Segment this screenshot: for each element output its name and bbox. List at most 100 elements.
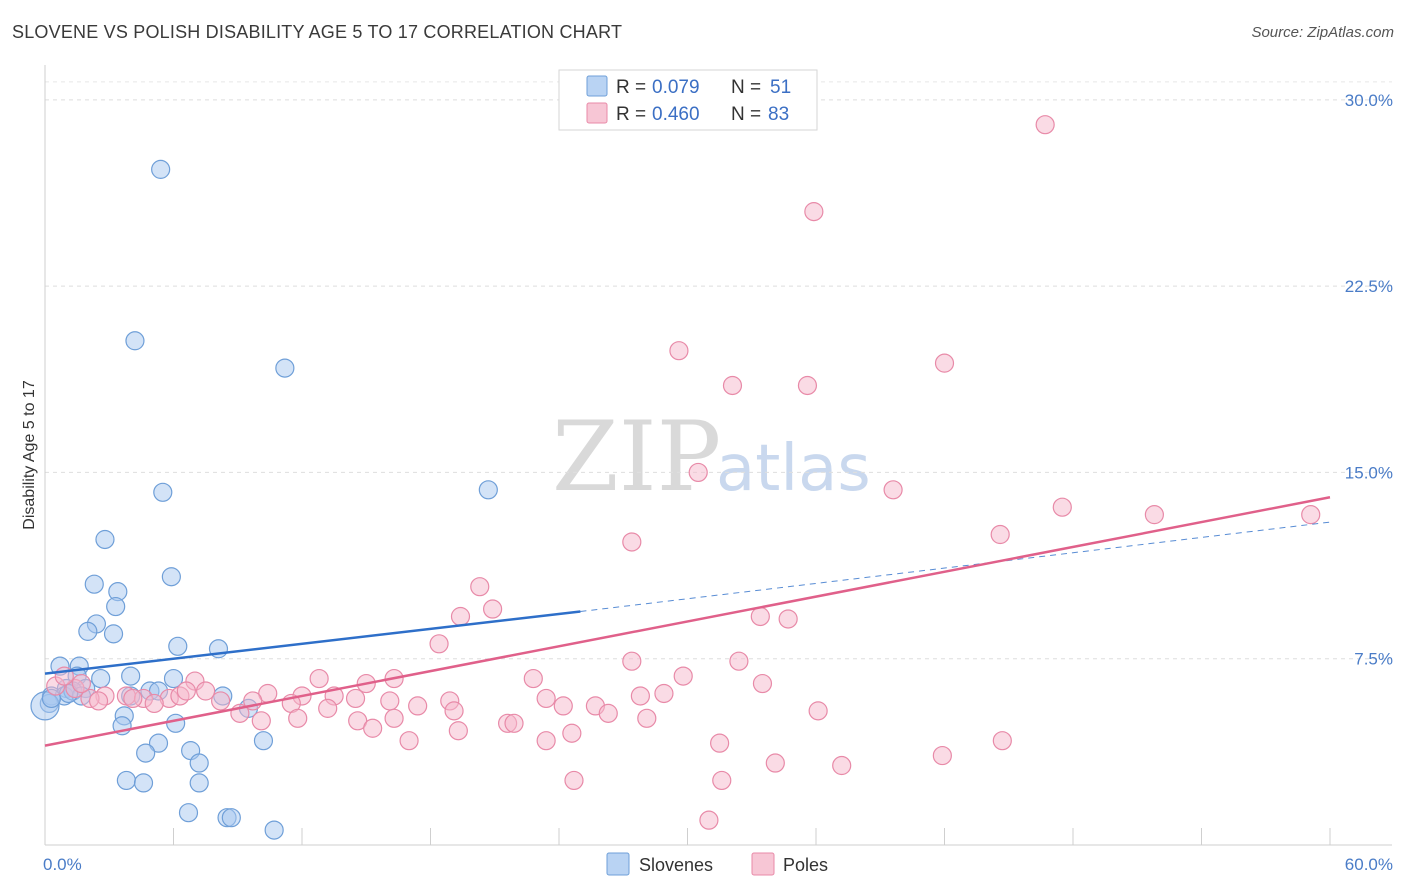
point-poles-3 [722,375,743,396]
legend-r-label-slovenes: R = [616,77,646,98]
point-slovenes-1 [125,331,145,351]
point-poles-16 [750,606,770,627]
point-poles-70 [832,755,852,776]
point-poles-32 [380,691,400,711]
legend-r-label-poles: R = [616,104,646,125]
point-poles-49 [553,696,573,716]
y-tick-label-0: 7.5% [1354,650,1393,669]
point-poles-72 [712,770,732,791]
point-poles-27 [196,681,216,701]
y-tick-label-1: 15.0% [1345,463,1393,482]
watermark-atlas: atlas [716,432,871,506]
point-poles-21 [673,666,693,686]
point-slovenes-18 [121,666,141,686]
point-poles-66 [808,701,828,721]
point-slovenes-3 [153,482,173,502]
point-slovenes-7 [161,567,181,587]
point-poles-11 [990,524,1010,545]
y-tick-label-2: 22.5% [1345,277,1393,296]
bottom-legend-swatch-poles [751,852,775,876]
point-poles-2 [669,341,689,361]
point-poles-71 [564,770,584,791]
point-poles-35 [630,686,650,706]
point-poles-51 [598,703,618,723]
point-poles-63 [399,731,419,751]
point-poles-46 [318,698,338,718]
point-poles-15 [450,606,471,627]
point-poles-13 [470,577,490,597]
watermark-zip: ZIP [552,401,721,513]
source-credit: Source: ZipAtlas.com [1251,24,1394,41]
legend-n-label-poles: N = [731,104,761,125]
point-poles-17 [778,609,798,629]
legend-r-value-poles: 0.460 [652,104,700,125]
point-poles-48 [444,701,464,721]
point-slovenes-41 [189,753,209,773]
point-poles-55 [288,708,308,728]
point-slovenes-6 [84,574,104,594]
series-poles [46,115,1321,830]
point-poles-81 [71,673,92,694]
point-slovenes-13 [168,636,188,656]
bottom-legend-label-slovenes: Slovenes [639,855,713,875]
trend-line-slovenes [44,610,581,675]
point-slovenes-19 [163,668,184,689]
point-slovenes-47 [221,808,241,828]
x-tick-label-1: 60.0% [1345,855,1393,874]
point-poles-34 [536,688,556,709]
point-slovenes-48 [264,820,284,840]
legend-swatch-slovenes [586,75,608,97]
point-poles-47 [408,696,428,716]
point-poles-67 [932,745,952,766]
point-slovenes-45 [178,803,199,823]
legend-n-value-slovenes: 51 [770,77,791,98]
point-slovenes-0 [151,159,171,179]
y-tick-label-3: 30.0% [1345,91,1393,110]
point-poles-5 [934,353,955,373]
point-poles-12 [622,532,642,552]
series-slovenes [30,159,498,840]
point-slovenes-5 [95,529,115,550]
point-poles-36 [654,683,674,704]
point-slovenes-38 [253,731,274,751]
point-poles-79 [144,693,164,714]
bottom-legend: Slovenes Poles [606,852,828,876]
point-poles-60 [363,718,383,738]
y-axis-label: Disability Age 5 to 17 [21,380,38,530]
point-poles-37 [752,673,773,694]
point-poles-14 [483,599,503,619]
point-poles-77 [88,691,109,711]
point-poles-8 [1052,497,1072,517]
point-slovenes-43 [133,773,154,793]
point-poles-4 [797,375,818,396]
point-poles-57 [384,708,404,728]
watermark: ZIP atlas [552,401,871,513]
legend-n-value-poles: 83 [768,104,789,125]
point-slovenes-9 [106,596,126,617]
point-poles-52 [637,708,657,728]
trend-line-slovenes-dashed [580,521,1331,613]
point-poles-61 [448,721,468,741]
point-slovenes-2 [275,358,295,378]
point-slovenes-35 [166,713,186,733]
point-slovenes-39 [136,743,156,763]
point-poles-31 [345,688,366,709]
point-poles-7 [883,480,903,500]
point-poles-24 [309,668,329,689]
legend-r-value-slovenes: 0.079 [652,77,700,98]
trend-line-poles [44,496,1331,747]
chart-title: SLOVENE VS POLISH DISABILITY AGE 5 TO 17… [12,22,623,42]
point-poles-0 [1035,115,1055,135]
point-poles-18 [429,634,449,654]
legend: R = 0.079 N = 51 R = 0.460 N = 83 [558,69,818,131]
point-poles-54 [251,711,271,731]
point-poles-62 [562,723,582,743]
point-poles-65 [710,733,730,753]
point-poles-78 [123,688,143,709]
point-poles-19 [622,651,642,671]
point-poles-69 [765,753,785,773]
legend-n-label-slovenes: N = [731,77,761,98]
trend-lines [44,496,1331,747]
point-poles-20 [729,651,749,671]
point-poles-6 [688,462,708,483]
